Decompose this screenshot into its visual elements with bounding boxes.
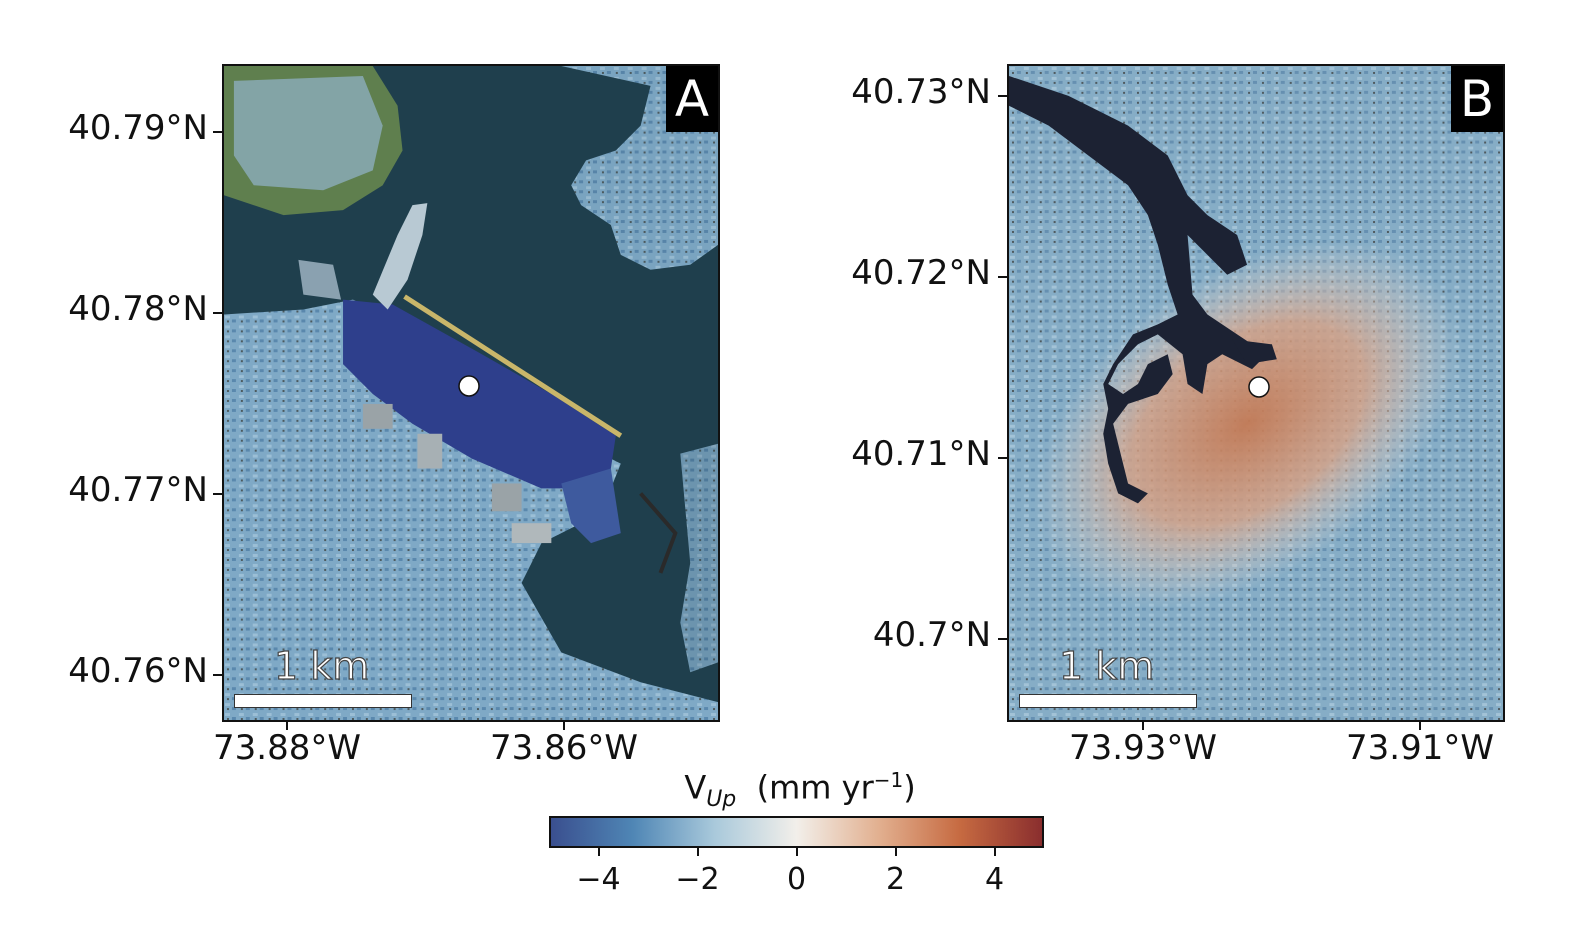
y-tick-a-4	[213, 674, 222, 676]
colorbar-tick-label: 0	[786, 862, 807, 897]
x-tick-label-a-2: 73.86°W	[490, 728, 638, 768]
y-tick-label-b-3: 40.71°N	[851, 434, 991, 474]
y-tick-b-1	[998, 95, 1007, 97]
y-tick-label-b-2: 40.72°N	[851, 253, 991, 293]
scale-label-a: 1 km	[273, 643, 370, 688]
x-tick-b-1	[1142, 722, 1144, 730]
y-tick-label-a-3: 40.77°N	[68, 470, 208, 510]
y-tick-a-1	[213, 131, 222, 133]
colorbar-tick-label: 4	[984, 862, 1005, 897]
map-a-image	[224, 66, 718, 720]
colorbar-tick	[993, 848, 996, 856]
scale-label-b: 1 km	[1058, 643, 1155, 688]
scale-bar-b	[1019, 694, 1197, 708]
panel-a-letter: A	[666, 66, 718, 132]
colorbar-tick	[894, 848, 897, 856]
y-tick-label-a-2: 40.78°N	[68, 289, 208, 329]
x-tick-label-a-1: 73.88°W	[213, 728, 361, 768]
location-marker-b	[1248, 376, 1270, 398]
colorbar-label-sub: Up	[706, 787, 737, 813]
colorbar-tick-label: −2	[675, 862, 720, 897]
colorbar-tick-label: −4	[576, 862, 621, 897]
y-tick-label-b-4: 40.7°N	[872, 615, 991, 655]
scale-bar-a	[234, 694, 412, 708]
location-marker-a	[458, 375, 480, 397]
x-tick-b-2	[1419, 722, 1421, 730]
x-tick-label-b-2: 73.91°W	[1346, 728, 1494, 768]
map-panel-a: A 1 km	[222, 64, 720, 722]
colorbar-label-sup: −1	[873, 768, 904, 792]
colorbar-label-close: )	[903, 768, 916, 807]
colorbar-label-main: V	[684, 768, 707, 807]
panel-b-letter: B	[1451, 66, 1503, 132]
y-tick-b-4	[998, 638, 1007, 640]
colorbar-title: VUp (mm yr−1)	[600, 768, 1000, 812]
y-tick-b-3	[998, 457, 1007, 459]
y-tick-label-a-1: 40.79°N	[68, 108, 208, 148]
y-tick-a-3	[213, 493, 222, 495]
colorbar-label-unit: (mm yr	[756, 768, 874, 807]
colorbar-tick	[597, 848, 600, 856]
colorbar-tick-label: 2	[885, 862, 906, 897]
x-tick-label-b-1: 73.93°W	[1069, 728, 1217, 768]
y-tick-b-2	[998, 276, 1007, 278]
y-tick-a-2	[213, 312, 222, 314]
x-tick-a-1	[286, 722, 288, 730]
colorbar-tick	[795, 848, 798, 856]
colorbar-tick	[696, 848, 699, 856]
y-tick-label-b-1: 40.73°N	[851, 72, 991, 112]
y-tick-label-a-4: 40.76°N	[68, 651, 208, 691]
x-tick-a-2	[563, 722, 565, 730]
map-panel-b: B 1 km	[1007, 64, 1505, 722]
colorbar	[549, 816, 1044, 848]
